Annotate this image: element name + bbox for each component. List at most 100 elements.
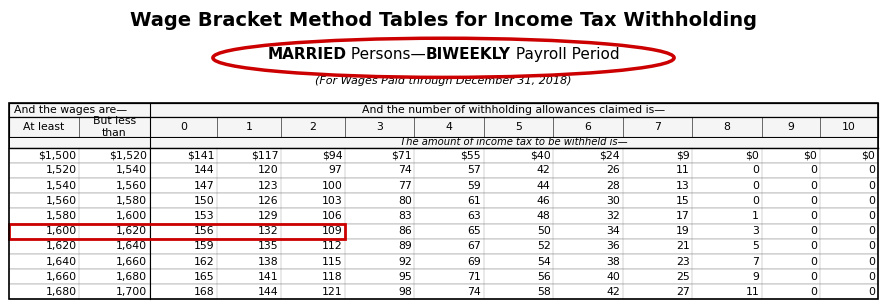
Text: 1,660: 1,660: [116, 256, 147, 266]
Text: The amount of income tax to be withheld is—: The amount of income tax to be withheld …: [400, 137, 627, 147]
Text: 27: 27: [675, 287, 688, 297]
Text: Wage Bracket Method Tables for Income Tax Withholding: Wage Bracket Method Tables for Income Ta…: [130, 11, 756, 30]
Text: 1,560: 1,560: [45, 196, 76, 206]
Text: 1,620: 1,620: [45, 241, 76, 251]
Text: 0: 0: [867, 226, 874, 236]
Text: MARRIED: MARRIED: [267, 47, 346, 62]
Text: 28: 28: [606, 181, 619, 191]
Text: 0: 0: [809, 181, 816, 191]
Text: $1,520: $1,520: [109, 150, 147, 160]
Bar: [9, 117, 877, 137]
Text: 71: 71: [467, 272, 481, 282]
Text: 69: 69: [467, 256, 481, 266]
Bar: [9, 224, 345, 239]
Text: 100: 100: [321, 181, 342, 191]
Text: 0: 0: [809, 196, 816, 206]
Text: 25: 25: [675, 272, 688, 282]
Text: 98: 98: [398, 287, 411, 297]
Text: 0: 0: [809, 226, 816, 236]
Text: 7: 7: [653, 122, 660, 132]
Text: 10: 10: [841, 122, 855, 132]
Text: 42: 42: [536, 165, 550, 175]
Text: Persons—: Persons—: [346, 47, 425, 62]
Text: 1,540: 1,540: [116, 165, 147, 175]
Text: 61: 61: [467, 196, 481, 206]
Text: 42: 42: [606, 287, 619, 297]
Text: And the number of withholding allowances claimed is—: And the number of withholding allowances…: [362, 105, 664, 115]
Text: 4: 4: [445, 122, 452, 132]
Text: 26: 26: [606, 165, 619, 175]
Text: 0: 0: [809, 287, 816, 297]
Text: 6: 6: [584, 122, 591, 132]
Text: 0: 0: [867, 181, 874, 191]
Text: 156: 156: [194, 226, 214, 236]
Text: 118: 118: [322, 272, 342, 282]
Text: $40: $40: [529, 150, 550, 160]
Bar: [9, 239, 877, 254]
Text: 48: 48: [536, 211, 550, 221]
Text: 162: 162: [194, 256, 214, 266]
Text: 1,640: 1,640: [116, 241, 147, 251]
Text: 89: 89: [398, 241, 411, 251]
Text: 67: 67: [467, 241, 481, 251]
Text: 0: 0: [180, 122, 187, 132]
Text: 58: 58: [536, 287, 550, 297]
Text: $94: $94: [322, 150, 342, 160]
Text: 0: 0: [751, 165, 758, 175]
Bar: [9, 269, 877, 284]
Text: 0: 0: [867, 272, 874, 282]
Text: 0: 0: [867, 196, 874, 206]
Text: 63: 63: [467, 211, 481, 221]
Text: 0: 0: [867, 211, 874, 221]
Text: 19: 19: [675, 226, 688, 236]
Text: 92: 92: [398, 256, 411, 266]
Text: 103: 103: [321, 196, 342, 206]
Text: 129: 129: [258, 211, 278, 221]
Text: 144: 144: [194, 165, 214, 175]
Text: 1,680: 1,680: [45, 287, 76, 297]
Text: 147: 147: [194, 181, 214, 191]
Text: 23: 23: [675, 256, 688, 266]
Text: 5: 5: [751, 241, 758, 251]
Text: 1,620: 1,620: [116, 226, 147, 236]
Text: 141: 141: [258, 272, 278, 282]
Text: 135: 135: [258, 241, 278, 251]
Text: 11: 11: [675, 165, 688, 175]
Text: 21: 21: [675, 241, 688, 251]
Text: 112: 112: [322, 241, 342, 251]
Text: 144: 144: [258, 287, 278, 297]
Text: 0: 0: [809, 256, 816, 266]
Text: 5: 5: [515, 122, 522, 132]
Text: 1: 1: [751, 211, 758, 221]
Text: $141: $141: [187, 150, 214, 160]
Text: 38: 38: [606, 256, 619, 266]
Bar: [9, 254, 877, 269]
Text: 0: 0: [751, 181, 758, 191]
Text: 1,600: 1,600: [45, 226, 76, 236]
Bar: [9, 137, 877, 147]
Text: $0: $0: [860, 150, 874, 160]
Text: 77: 77: [398, 181, 411, 191]
Bar: [9, 147, 877, 163]
Text: 132: 132: [258, 226, 278, 236]
Text: 0: 0: [867, 165, 874, 175]
Text: 165: 165: [194, 272, 214, 282]
Text: 0: 0: [751, 196, 758, 206]
Bar: [9, 224, 877, 239]
Text: 95: 95: [398, 272, 411, 282]
Text: 1: 1: [245, 122, 253, 132]
Text: 1,520: 1,520: [45, 165, 76, 175]
Text: 13: 13: [675, 181, 688, 191]
Text: $71: $71: [391, 150, 411, 160]
Text: (For Wages Paid through December 31, 2018): (For Wages Paid through December 31, 201…: [315, 76, 571, 86]
Text: 1,660: 1,660: [45, 272, 76, 282]
Bar: [9, 208, 877, 224]
Bar: [9, 163, 877, 178]
Text: 52: 52: [536, 241, 550, 251]
Text: 17: 17: [675, 211, 688, 221]
Text: 138: 138: [258, 256, 278, 266]
Text: And the wages are—: And the wages are—: [14, 105, 128, 115]
Text: 50: 50: [536, 226, 550, 236]
Text: 109: 109: [321, 226, 342, 236]
Text: $0: $0: [803, 150, 816, 160]
